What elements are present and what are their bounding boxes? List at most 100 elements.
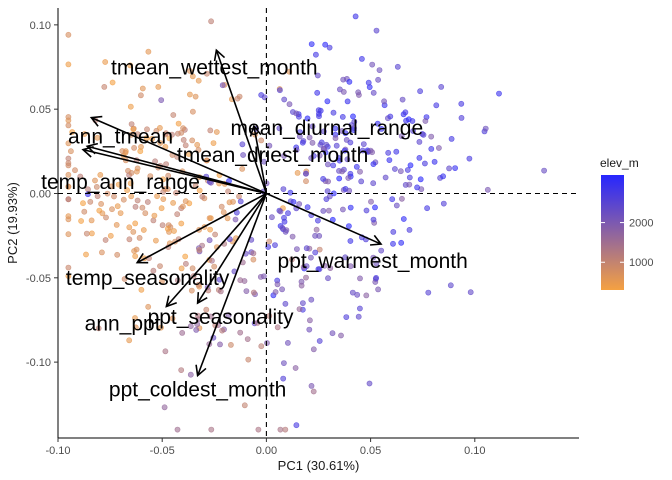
sample-point bbox=[83, 230, 90, 237]
sample-point bbox=[131, 144, 137, 151]
sample-point bbox=[458, 100, 465, 107]
sample-point bbox=[87, 198, 94, 205]
sample-point bbox=[369, 61, 376, 68]
sample-point bbox=[250, 250, 257, 257]
loading-arrow bbox=[266, 192, 382, 245]
sample-point bbox=[482, 125, 489, 132]
sample-point bbox=[402, 109, 409, 116]
sample-point bbox=[289, 233, 296, 240]
sample-point bbox=[179, 329, 186, 336]
sample-point bbox=[370, 180, 377, 187]
sample-point bbox=[281, 96, 288, 103]
sample-point bbox=[428, 133, 435, 140]
sample-point bbox=[440, 200, 447, 207]
sample-point bbox=[293, 246, 300, 252]
sample-point bbox=[206, 237, 213, 244]
sample-point bbox=[373, 27, 380, 34]
sample-point bbox=[143, 135, 150, 141]
sample-point bbox=[144, 126, 150, 133]
sample-point bbox=[360, 141, 367, 147]
sample-point bbox=[292, 365, 299, 371]
sample-point bbox=[288, 256, 295, 263]
sample-point bbox=[306, 134, 313, 141]
sample-point bbox=[139, 204, 146, 211]
sample-point bbox=[417, 88, 423, 95]
sample-point bbox=[240, 152, 246, 158]
sample-point bbox=[136, 234, 143, 241]
sample-point bbox=[276, 87, 283, 94]
sample-point bbox=[279, 286, 285, 293]
sample-point bbox=[126, 224, 133, 231]
sample-point bbox=[194, 141, 201, 148]
sample-point bbox=[276, 125, 283, 132]
sample-point bbox=[357, 275, 363, 282]
sample-point bbox=[347, 238, 354, 244]
sample-point bbox=[134, 131, 141, 137]
legend-tick-label: 1000 bbox=[629, 257, 653, 269]
sample-point bbox=[303, 178, 309, 185]
sample-point bbox=[255, 426, 262, 433]
sample-point bbox=[466, 155, 473, 162]
sample-point bbox=[164, 225, 171, 232]
sample-point bbox=[69, 129, 76, 135]
sample-point bbox=[381, 98, 387, 105]
sample-point bbox=[310, 346, 317, 353]
legend-ticks: 1000 2000 bbox=[601, 218, 653, 269]
sample-point bbox=[217, 288, 224, 295]
sample-point bbox=[296, 306, 303, 312]
sample-point bbox=[250, 256, 257, 263]
sample-point bbox=[326, 44, 333, 51]
sample-point bbox=[341, 147, 348, 154]
sample-point bbox=[226, 199, 233, 206]
y-tick-label: -0.05 bbox=[26, 273, 51, 285]
sample-point bbox=[89, 230, 95, 237]
sample-point bbox=[325, 275, 331, 282]
sample-point bbox=[182, 198, 189, 205]
sample-point bbox=[186, 68, 193, 74]
sample-point bbox=[390, 240, 396, 247]
x-axis-title: PC1 (30.61%) bbox=[278, 458, 360, 473]
sample-point bbox=[169, 131, 175, 138]
sample-point bbox=[182, 253, 189, 260]
sample-point bbox=[324, 188, 331, 194]
sample-point bbox=[281, 152, 287, 159]
loading-arrowhead bbox=[89, 115, 103, 127]
sample-point bbox=[158, 324, 164, 331]
sample-point bbox=[109, 206, 115, 213]
sample-point bbox=[398, 195, 405, 202]
sample-point bbox=[410, 128, 416, 134]
sample-point bbox=[80, 200, 86, 207]
sample-point bbox=[219, 82, 226, 89]
sample-point bbox=[244, 336, 251, 342]
sample-point bbox=[257, 273, 264, 280]
sample-point bbox=[296, 133, 303, 140]
sample-point bbox=[298, 282, 305, 289]
sample-point bbox=[274, 324, 281, 331]
sample-point bbox=[309, 123, 316, 130]
sample-point bbox=[88, 217, 95, 224]
sample-point bbox=[185, 151, 192, 157]
sample-point bbox=[97, 171, 104, 178]
sample-point bbox=[194, 312, 201, 319]
sample-point bbox=[353, 163, 360, 170]
sample-point bbox=[158, 278, 165, 285]
sample-point bbox=[225, 188, 231, 195]
sample-point bbox=[376, 67, 383, 73]
color-legend: elev_m 1000 2000 bbox=[600, 156, 653, 290]
sample-point bbox=[131, 248, 137, 254]
sample-point bbox=[332, 125, 339, 132]
sample-point bbox=[359, 147, 366, 154]
loading-label: temp_seasonality bbox=[66, 267, 230, 290]
sample-point bbox=[114, 251, 121, 258]
sample-point bbox=[317, 141, 324, 148]
loading-arrow bbox=[253, 125, 268, 194]
sample-point bbox=[142, 210, 149, 217]
sample-point bbox=[268, 214, 275, 221]
sample-point bbox=[239, 165, 246, 172]
axes bbox=[57, 8, 579, 439]
sample-point bbox=[226, 236, 233, 243]
sample-point bbox=[178, 129, 185, 136]
sample-point bbox=[286, 101, 293, 108]
sample-point bbox=[448, 135, 455, 142]
sample-point bbox=[163, 130, 169, 137]
